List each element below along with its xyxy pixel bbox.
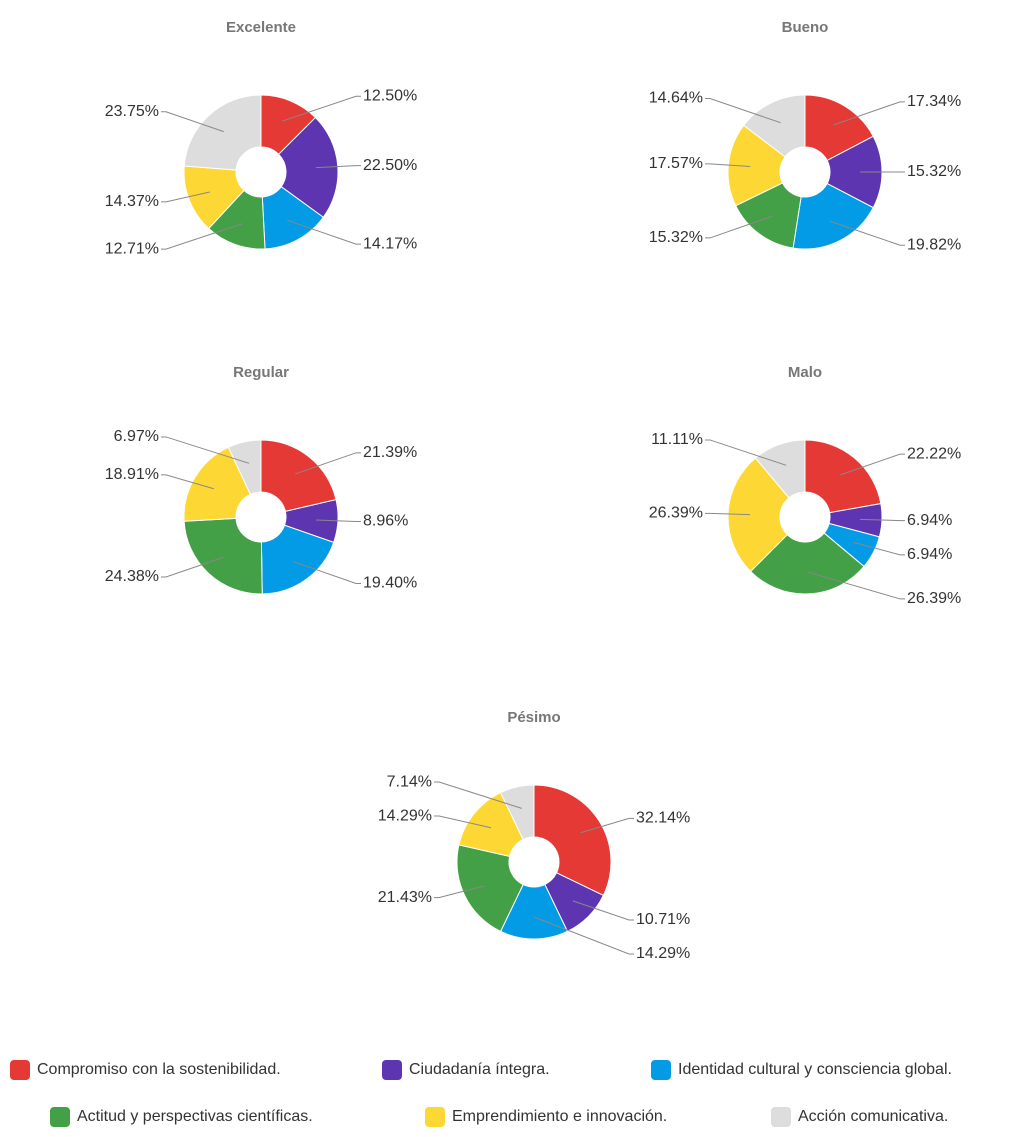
chart-title: Excelente xyxy=(226,19,296,36)
pie-slice xyxy=(743,94,806,158)
leader-line xyxy=(853,541,905,556)
leader-line xyxy=(315,165,361,169)
data-label: 26.39% xyxy=(907,590,961,607)
leader-line xyxy=(705,439,787,466)
leader-line xyxy=(533,916,634,955)
pie-slice xyxy=(735,182,802,249)
leader-line xyxy=(434,815,492,829)
data-label: 14.29% xyxy=(636,945,690,962)
pie-slice xyxy=(260,524,335,595)
legend-label: Acción comunicativa. xyxy=(798,1108,948,1125)
legend-swatch xyxy=(771,1107,791,1127)
data-label: 22.22% xyxy=(907,445,961,462)
leader-line xyxy=(705,512,751,516)
data-label: 24.38% xyxy=(105,568,159,585)
data-label: 15.32% xyxy=(907,163,961,180)
data-label: 21.43% xyxy=(378,889,432,906)
pie-slice xyxy=(183,94,262,171)
data-label: 14.29% xyxy=(378,807,432,824)
data-label: 14.17% xyxy=(363,235,417,252)
leader-line xyxy=(161,436,250,464)
data-label: 8.96% xyxy=(363,513,408,530)
data-label: 18.91% xyxy=(105,466,159,483)
leader-line xyxy=(161,111,224,133)
leader-line xyxy=(829,220,905,246)
legend-swatch xyxy=(10,1060,30,1080)
data-label: 22.50% xyxy=(363,157,417,174)
data-label: 6.97% xyxy=(114,428,159,445)
data-label: 6.94% xyxy=(907,512,952,529)
pie-slice xyxy=(227,439,262,496)
data-label: 32.14% xyxy=(636,810,690,827)
leader-line xyxy=(807,571,905,600)
data-label: 11.11% xyxy=(651,431,703,448)
data-label: 17.57% xyxy=(649,155,703,172)
leader-line xyxy=(434,781,522,809)
data-label: 10.71% xyxy=(636,911,690,928)
legend-label: Compromiso con la sostenibilidad. xyxy=(37,1061,281,1078)
legend-label: Emprendimiento e innovación. xyxy=(452,1108,667,1125)
leader-line xyxy=(572,900,634,921)
data-label: 21.39% xyxy=(363,444,417,461)
chart-title: Pésimo xyxy=(507,709,560,726)
legend-swatch xyxy=(425,1107,445,1127)
leader-line xyxy=(705,98,781,124)
data-label: 26.39% xyxy=(649,505,703,522)
chart-title: Regular xyxy=(233,364,289,381)
pie-slice xyxy=(754,439,806,499)
pie-slice xyxy=(792,182,874,250)
legend-label: Ciudadanía íntegra. xyxy=(409,1061,550,1078)
pie-slice xyxy=(826,135,883,209)
pie-slice xyxy=(727,457,790,573)
legend-swatch xyxy=(382,1060,402,1080)
pie-slice xyxy=(183,446,252,522)
pie-slice xyxy=(499,784,535,841)
pie-slice xyxy=(804,439,882,514)
leader-line xyxy=(315,519,361,522)
data-label: 19.40% xyxy=(363,575,417,592)
data-label: 7.14% xyxy=(387,773,432,790)
data-label: 23.75% xyxy=(105,103,159,120)
pie-slice xyxy=(533,784,612,897)
leader-line xyxy=(287,219,361,245)
data-label: 19.82% xyxy=(907,236,961,253)
leader-line xyxy=(859,518,905,522)
chart-title: Bueno xyxy=(782,19,829,36)
pie-slice xyxy=(727,124,786,207)
pie-slice xyxy=(456,844,524,933)
leader-line xyxy=(161,191,210,203)
data-label: 14.64% xyxy=(649,90,703,107)
pie-slice xyxy=(804,94,874,162)
leader-line xyxy=(161,223,243,250)
leader-line xyxy=(161,474,214,490)
data-label: 14.37% xyxy=(105,193,159,210)
legend-swatch xyxy=(50,1107,70,1127)
leader-line xyxy=(161,556,224,578)
chart-title: Malo xyxy=(788,364,822,381)
data-label: 12.71% xyxy=(105,240,159,257)
pie-slice xyxy=(277,116,339,218)
leader-line xyxy=(295,452,361,475)
leader-line xyxy=(281,95,361,122)
legend-swatch xyxy=(651,1060,671,1080)
data-label: 12.50% xyxy=(363,87,417,104)
leader-line xyxy=(293,561,361,584)
leader-line xyxy=(705,215,773,239)
legend-label: Identidad cultural y consciencia global. xyxy=(678,1061,952,1078)
leader-line xyxy=(434,885,485,899)
data-label: 17.34% xyxy=(907,93,961,110)
pie-slice xyxy=(260,439,337,512)
legend-label: Actitud y perspectivas científicas. xyxy=(77,1108,313,1125)
leader-line xyxy=(580,817,634,834)
leader-line xyxy=(840,453,905,476)
pie-slice xyxy=(183,517,263,595)
data-label: 6.94% xyxy=(907,546,952,563)
data-label: 15.32% xyxy=(649,229,703,246)
pie-slice xyxy=(749,532,865,595)
leader-line xyxy=(833,101,905,126)
leader-line xyxy=(705,163,751,168)
